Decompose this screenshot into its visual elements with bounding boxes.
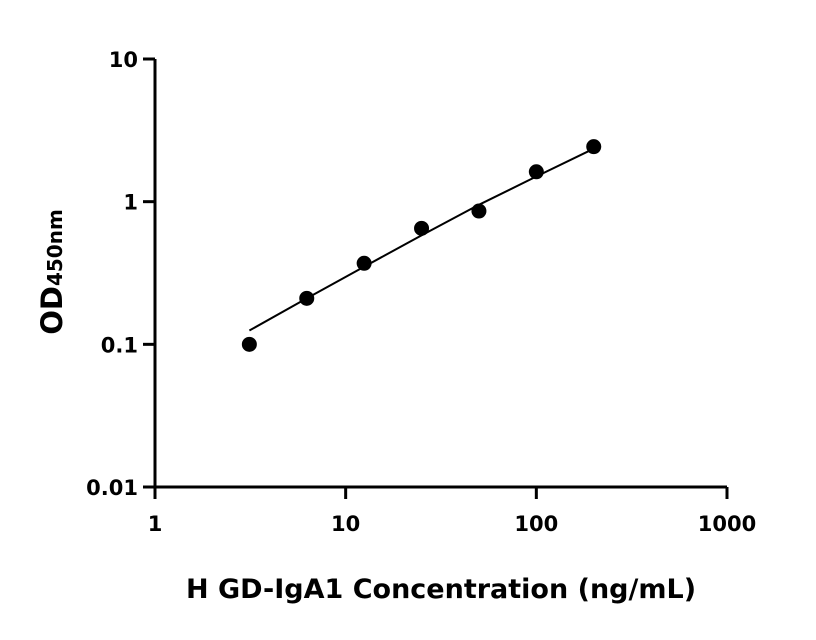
data-point: [586, 139, 602, 155]
data-point: [528, 164, 544, 180]
data-point: [356, 255, 372, 271]
y-axis-label: OD450nm: [35, 209, 69, 335]
y-axis-label-subscript: 450nm: [43, 209, 67, 286]
data-point: [299, 290, 315, 306]
x-tick-label: 100: [514, 512, 558, 536]
data-point: [471, 203, 487, 219]
x-tick-label: 1: [148, 512, 163, 536]
y-tick-label: 10: [109, 48, 138, 72]
x-tick-label: 10: [331, 512, 360, 536]
x-axis-label: H GD-IgA1 Concentration (ng/mL): [186, 574, 696, 605]
y-tick-label: 1: [123, 191, 138, 215]
data-points: [241, 139, 602, 352]
x-tick-label: 1000: [698, 512, 756, 536]
y-tick-label: 0.01: [86, 476, 138, 500]
data-point: [414, 220, 430, 236]
y-axis-label-main: OD: [35, 286, 69, 335]
data-point: [241, 336, 257, 352]
axes: 1 10 100 1000 0.01 0.1 1 10: [86, 48, 756, 536]
y-tick-label: 0.1: [101, 333, 138, 357]
